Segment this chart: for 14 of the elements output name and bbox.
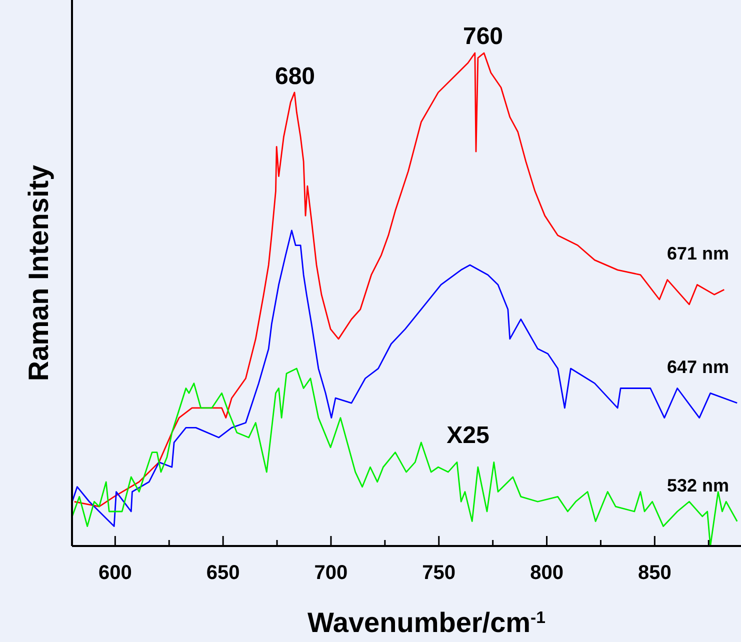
- x-tick-label: 850: [638, 562, 672, 584]
- y-axis-title: Raman Intensity: [23, 164, 54, 382]
- x-tick-label: 650: [206, 562, 240, 584]
- x-tick-label: 800: [530, 562, 564, 584]
- annotation: 680: [274, 63, 316, 90]
- text: 760: [462, 23, 504, 50]
- x-axis-title: Wavenumber/cm$^{-1}$: [308, 607, 546, 638]
- series-label: 647 nm: [666, 357, 729, 378]
- x-tick-label: 750: [422, 562, 456, 584]
- x-tick-label: 700: [314, 562, 348, 584]
- series-label: 671 nm: [666, 244, 729, 264]
- series-label: 532 nm: [666, 475, 729, 496]
- annotation: X25: [446, 422, 490, 449]
- x-tick-label: 600: [98, 562, 132, 584]
